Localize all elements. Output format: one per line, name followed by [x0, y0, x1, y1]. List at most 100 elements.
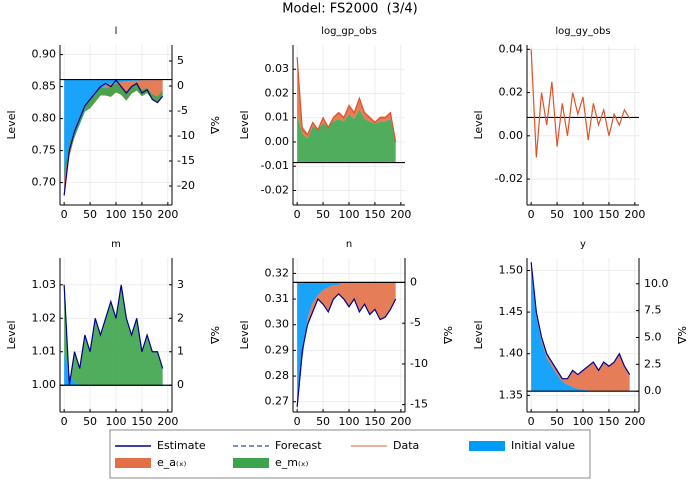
panel-title: log_gy_obs [555, 26, 610, 37]
y2-tick-label: 5 [177, 54, 184, 67]
y-tick-label: 1.03 [32, 278, 57, 291]
x-tick-label: 0 [528, 415, 535, 428]
legend-box [109, 429, 591, 479]
figure-title: Model: FS2000 (3/4) [282, 2, 417, 17]
series-line [296, 57, 397, 143]
x-tick-label: 0 [294, 415, 301, 428]
y-tick-label: 0.00 [265, 135, 290, 148]
panel-title: m [111, 239, 121, 250]
y-axis-label: Level [238, 110, 251, 139]
y-tick-label: 0.02 [265, 86, 290, 99]
contribution-area [531, 262, 630, 392]
y2-tick-label: -15 [177, 154, 195, 167]
y-tick-label: 0.28 [265, 369, 290, 382]
contribution-area [64, 284, 163, 386]
x-tick-label: 100 [339, 415, 360, 428]
x-tick-label: 50 [550, 208, 564, 221]
y2-axis-label: %Δ [208, 116, 221, 134]
plot-area [60, 284, 172, 386]
contribution-area [297, 282, 396, 411]
y-tick-label: 0.02 [499, 86, 524, 99]
legend-swatch [115, 458, 151, 468]
plot-area [527, 262, 639, 392]
y2-tick-label: 0 [410, 275, 417, 288]
y-tick-label: 0.03 [265, 62, 290, 75]
x-tick-label: 200 [157, 208, 178, 221]
panel-title: y [580, 239, 586, 250]
plot-area [293, 281, 405, 411]
y2-axis-label: %Δ [441, 326, 454, 344]
series-line [63, 284, 164, 386]
x-tick-label: 150 [131, 208, 152, 221]
y2-tick-label: 5.0 [644, 330, 662, 343]
y-tick-label: -0.02 [495, 172, 523, 185]
x-tick-label: 150 [364, 208, 385, 221]
legend-label: Forecast [275, 439, 322, 452]
x-tick-label: 50 [316, 415, 330, 428]
y2-tick-label: -10 [177, 129, 195, 142]
y2-tick-label: 7.5 [644, 304, 662, 317]
y2-tick-label: 0.0 [644, 384, 662, 397]
x-tick-label: 100 [339, 208, 360, 221]
y-tick-label: 0.04 [499, 42, 524, 55]
legend-label: e_a₍ₓ₎ [157, 456, 187, 469]
y-tick-label: 1.40 [499, 347, 524, 360]
y2-tick-label: 10.0 [644, 277, 669, 290]
contribution-area [64, 79, 163, 196]
plot-area [60, 78, 172, 196]
legend-label: Estimate [157, 439, 206, 452]
legend-swatch [469, 441, 505, 451]
x-tick-label: 0 [61, 415, 68, 428]
y2-tick-label: -20 [177, 179, 195, 192]
legend-swatch [233, 458, 269, 468]
contribution-area [297, 282, 396, 411]
x-tick-label: 200 [390, 208, 411, 221]
x-tick-label: 200 [390, 415, 411, 428]
y-tick-label: 0.32 [265, 266, 290, 279]
series-line [296, 293, 397, 407]
contribution-area [297, 109, 396, 163]
x-tick-label: 150 [364, 415, 385, 428]
y-tick-label: 1.01 [32, 345, 57, 358]
y-tick-label: 0.70 [32, 176, 57, 189]
plot-area [293, 57, 405, 164]
y-tick-label: 0.01 [265, 111, 290, 124]
contribution-area [64, 351, 163, 386]
legend-label: Initial value [511, 439, 575, 452]
y2-axis-label: %Δ [208, 326, 221, 344]
x-tick-label: 50 [83, 208, 97, 221]
x-tick-label: 150 [598, 208, 619, 221]
x-tick-label: 200 [157, 415, 178, 428]
x-tick-label: 0 [294, 208, 301, 221]
y-tick-label: 0.90 [32, 48, 57, 61]
y-tick-label: -0.01 [261, 159, 289, 172]
y-tick-label: 0.27 [265, 395, 290, 408]
y-tick-label: 0.31 [265, 292, 290, 305]
series-line [63, 79, 164, 196]
y-axis-label: Level [472, 110, 485, 139]
contribution-area [531, 262, 630, 392]
y2-tick-label: 2.5 [644, 357, 662, 370]
x-tick-label: 100 [106, 415, 127, 428]
y-tick-label: 0.29 [265, 343, 290, 356]
x-tick-label: 200 [624, 208, 645, 221]
series-line [530, 49, 631, 158]
y2-tick-label: 0 [177, 79, 184, 92]
y-tick-label: 1.50 [499, 263, 524, 276]
series-line [530, 262, 631, 380]
x-tick-label: 50 [316, 208, 330, 221]
y2-axis-label: %Δ [675, 326, 688, 344]
x-tick-label: 0 [61, 208, 68, 221]
y2-tick-label: 2 [177, 311, 184, 324]
y2-tick-label: -5 [410, 316, 421, 329]
y-tick-label: 0.85 [32, 80, 57, 93]
x-tick-label: 50 [83, 415, 97, 428]
y2-tick-label: 3 [177, 278, 184, 291]
y-tick-label: 1.02 [32, 311, 57, 324]
panel-title: n [346, 239, 352, 250]
x-tick-label: 150 [598, 415, 619, 428]
x-tick-label: 0 [528, 208, 535, 221]
y-axis-label: Level [5, 320, 18, 349]
y-axis-label: Level [5, 110, 18, 139]
